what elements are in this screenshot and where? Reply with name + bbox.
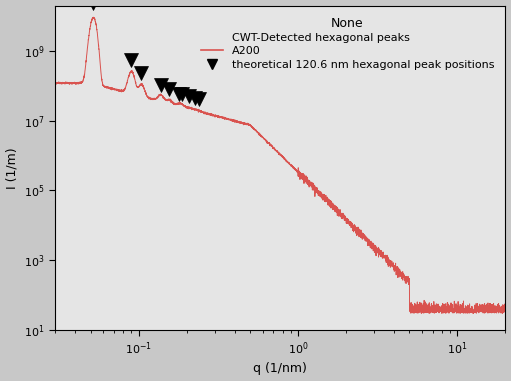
A200 xyxy=(131,75,137,80)
A200 xyxy=(509,304,511,309)
A200 xyxy=(427,310,433,315)
A200 xyxy=(48,81,54,85)
Legend: CWT-Detected hexagonal peaks, A200, theoretical 120.6 nm hexagonal peak position: CWT-Detected hexagonal peaks, A200, theo… xyxy=(195,11,500,75)
A200 xyxy=(224,116,230,121)
A200 xyxy=(324,197,331,202)
A200 xyxy=(392,265,398,269)
X-axis label: q (1/nm): q (1/nm) xyxy=(253,362,307,375)
A200 xyxy=(90,15,97,19)
Line: A200: A200 xyxy=(51,17,511,313)
Y-axis label: I (1/m): I (1/m) xyxy=(6,147,18,189)
A200 xyxy=(347,221,354,225)
A200 xyxy=(427,311,433,315)
